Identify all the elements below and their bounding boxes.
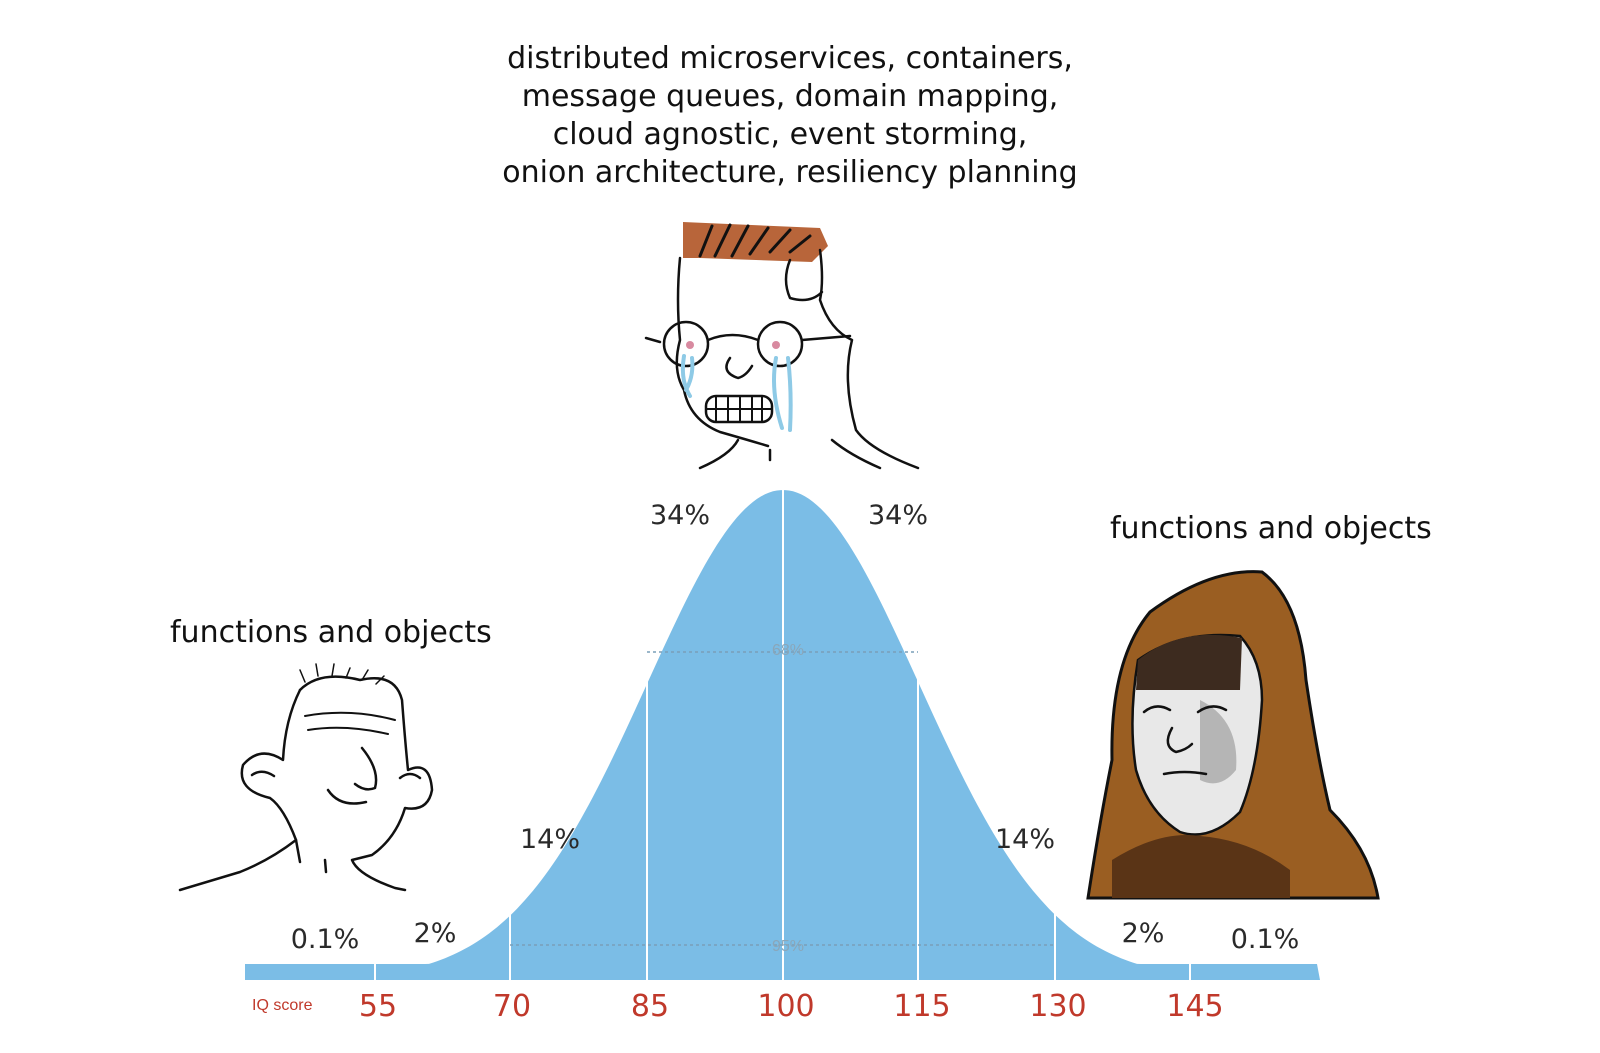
simple-wojak-illustration: [178, 663, 434, 892]
simple-wojak-eyes: [250, 770, 422, 780]
top-caption-line: onion architecture, resiliency planning: [502, 155, 1078, 190]
nerd-glasses-left: [662, 320, 710, 368]
top-caption-line: distributed microservices, containers,: [507, 41, 1073, 76]
nerd-tears-right: [772, 356, 793, 432]
pct-01-left: 0.1%: [291, 924, 360, 955]
pct-2-right: 2%: [1122, 918, 1165, 949]
nerd-face-outline: [675, 248, 920, 470]
tick-label: 70: [493, 989, 531, 1024]
band-95-label: 95%: [772, 938, 804, 955]
monk-robe-shadow: [1112, 835, 1290, 898]
crying-nerd-illustration: [644, 222, 920, 470]
pct-34-right: 34%: [868, 500, 928, 531]
pct-2-left: 2%: [414, 918, 457, 949]
pct-34-left: 34%: [650, 500, 710, 531]
tick-label: 145: [1166, 989, 1223, 1024]
monk-bangs: [1136, 634, 1242, 690]
simple-wojak-mouth: [326, 788, 368, 805]
hooded-monk-illustration: [1086, 570, 1380, 900]
pct-14-right: 14%: [995, 824, 1055, 855]
nerd-ear: [784, 258, 824, 302]
right-caption: functions and objects: [1110, 511, 1432, 546]
tick-label: 130: [1029, 989, 1086, 1024]
nerd-hair-strokes: [698, 223, 812, 258]
monk-eyes: [1142, 705, 1228, 714]
pct-01-right: 0.1%: [1231, 924, 1300, 955]
monk-nose: [1166, 726, 1194, 754]
sigma-dividers: [374, 490, 1191, 980]
top-caption-line: message queues, domain mapping,: [521, 79, 1059, 114]
band-68-label: 68%: [772, 642, 804, 659]
nerd-glasses-right: [756, 320, 804, 368]
top-caption: distributed microservices, containers, m…: [440, 40, 1140, 192]
nerd-neck: [698, 438, 882, 470]
tick-label: 115: [893, 989, 950, 1024]
nerd-teeth: [705, 396, 773, 422]
simple-wojak-outline-left: [178, 688, 302, 892]
nerd-glasses-bridge: [644, 333, 852, 344]
tick-label: 85: [631, 989, 669, 1024]
simple-wojak-neck: [294, 838, 328, 874]
nerd-eye-right: [772, 341, 780, 349]
nerd-nose: [725, 356, 754, 380]
tick-label: 55: [359, 989, 397, 1024]
monk-face-shade: [1200, 700, 1237, 784]
left-caption: functions and objects: [170, 615, 492, 650]
tick-label: 100: [757, 989, 814, 1024]
simple-wojak-forehead: [304, 711, 396, 735]
top-caption-line: cloud agnostic, event storming,: [552, 117, 1028, 152]
nerd-eye-left: [686, 341, 694, 349]
pct-14-left: 14%: [520, 824, 580, 855]
simple-wojak-hair: [299, 663, 385, 685]
nerd-tears-left: [680, 354, 695, 398]
simple-wojak-outline-right: [298, 675, 434, 892]
simple-wojak-nose: [353, 746, 378, 791]
axis-label: IQ score: [252, 997, 313, 1014]
monk-mouth: [1162, 770, 1208, 776]
